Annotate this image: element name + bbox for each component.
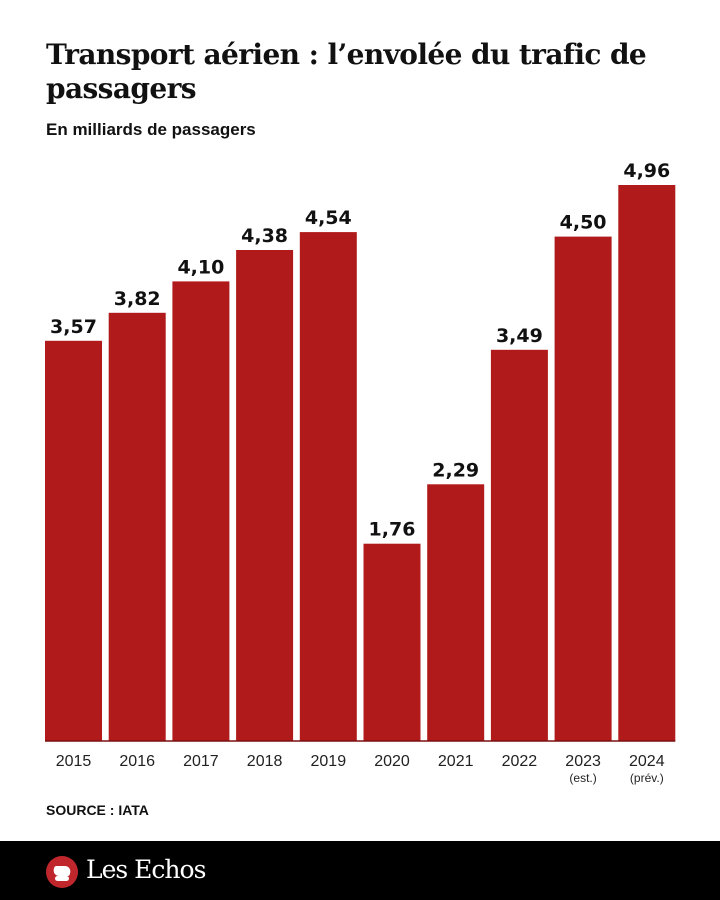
chart-title: Transport aérien : l’envolée du trafic d… — [46, 38, 647, 105]
x-tick-label-2024: 2024 — [629, 753, 665, 770]
x-tick-label-2016: 2016 — [119, 753, 155, 770]
bar-2017 — [172, 281, 230, 741]
data-label-2018: 4,38 — [241, 225, 288, 247]
bar-2023 — [554, 236, 612, 741]
x-tick-label-2019: 2019 — [311, 753, 347, 770]
footer-bar: Les Echos — [0, 841, 720, 900]
bar-2020 — [363, 543, 421, 741]
data-label-2024: 4,96 — [623, 160, 670, 182]
data-label-2019: 4,54 — [305, 207, 352, 229]
brand-name: Les Echos — [86, 855, 206, 884]
data-label-2023: 4,50 — [560, 212, 607, 234]
bar-2015 — [45, 340, 102, 741]
x-tick-label-2017: 2017 — [183, 753, 219, 770]
bar-2021 — [427, 484, 485, 741]
bar-2024 — [618, 185, 676, 741]
bar-2022 — [490, 349, 548, 741]
chart-subtitle: En milliards de passagers — [46, 120, 256, 139]
bar-chart: 3,57 2015 3,82 2016 4,10 2017 4,38 2018 4,54 2019… — [45, 160, 676, 785]
bar-2019 — [299, 232, 357, 741]
data-label-2022: 3,49 — [496, 325, 543, 347]
data-label-2021: 2,29 — [432, 459, 479, 481]
x-tick-label-2022: 2022 — [502, 753, 538, 770]
bar-2018 — [236, 250, 294, 741]
x-tick-label-2023: 2023 — [565, 753, 601, 770]
source-note: SOURCE : IATA — [46, 802, 149, 818]
x-tick-label-2021: 2021 — [438, 753, 474, 770]
x-tick-label-2015: 2015 — [56, 753, 92, 770]
les-echos-logo-icon — [46, 856, 78, 888]
data-label-2020: 1,76 — [369, 519, 416, 541]
x-tick-label-2018: 2018 — [247, 753, 283, 770]
data-label-2015: 3,57 — [50, 316, 97, 338]
x-tick-note-2023: (est.) — [569, 771, 596, 785]
data-label-2016: 3,82 — [114, 288, 161, 310]
x-tick-label-2020: 2020 — [374, 753, 410, 770]
x-tick-note-2024: (prév.) — [630, 771, 664, 785]
bar-2016 — [108, 312, 166, 741]
data-label-2017: 4,10 — [177, 256, 224, 278]
